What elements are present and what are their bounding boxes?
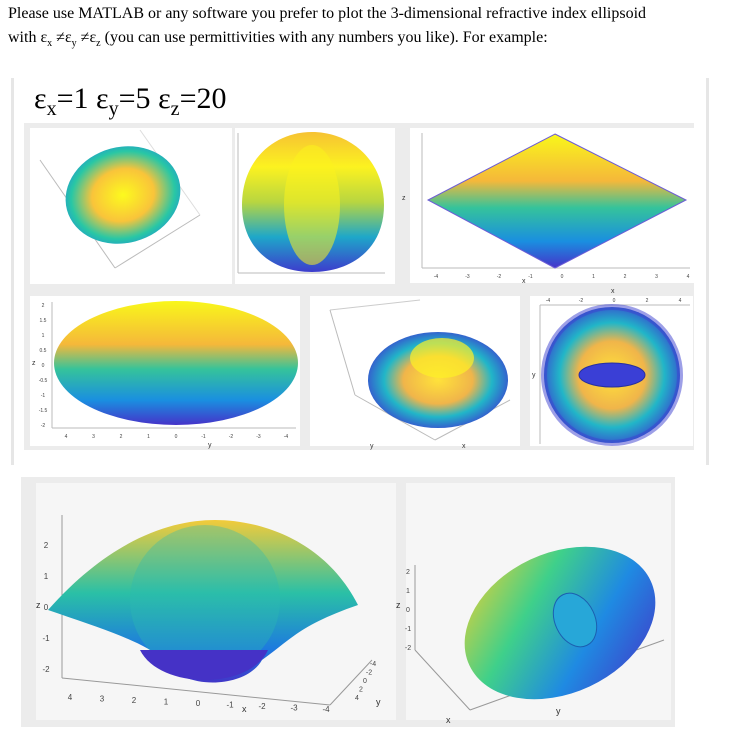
- p7-tick-x-5: -1: [226, 701, 234, 710]
- p4-tick-y-4: 0: [175, 434, 178, 440]
- p4-tick-z-6: -1: [41, 393, 46, 399]
- p4-tick-z-2: 1: [42, 333, 45, 339]
- p8-tick-z-2: 0: [406, 607, 410, 614]
- p6-tick-x-1: -2: [579, 298, 584, 304]
- p8-tick-z-0: 2: [406, 569, 410, 576]
- p4-tick-y-3: 1: [147, 434, 150, 440]
- p4-axis-y: y: [208, 442, 212, 449]
- p6-tick-x-0: -4: [546, 298, 551, 304]
- p3-tick-labels: -4 -3 -2 -1 0 1 2 3 4: [434, 274, 690, 280]
- p4-axis-z: z: [32, 360, 36, 367]
- p8-axis-y: y: [556, 706, 561, 716]
- p3-tick-x-6: 2: [624, 274, 627, 280]
- p4-tick-y-2: 2: [120, 434, 123, 440]
- p7-tick-z-1: 1: [44, 572, 49, 581]
- p6-axis-x: x: [611, 288, 615, 295]
- p6-tick-x-2: 0: [613, 298, 616, 304]
- p7-tick-x-8: -4: [322, 705, 330, 714]
- p3-tick-x-3: -1: [528, 274, 533, 280]
- p3-tick-x-4: 0: [561, 274, 564, 280]
- p7-tick-x-0: 4: [68, 693, 73, 702]
- p3-tick-x-1: -3: [465, 274, 470, 280]
- p7-axis-x: x: [242, 704, 247, 714]
- p6-tick-x-4: 4: [679, 298, 682, 304]
- p4-tick-y-8: -4: [284, 434, 289, 440]
- plot-5-oblique-view: y x: [310, 296, 520, 450]
- p4-tick-z-1: 1.5: [40, 318, 47, 324]
- permittivity-title: εx=1 εy=5 εz=20: [34, 82, 227, 120]
- p3-tick-x-2: -2: [497, 274, 502, 280]
- p5-axis-x: x: [462, 443, 466, 450]
- p7-tick-z-4: -2: [42, 665, 50, 674]
- p7-tick-x-7: -3: [290, 704, 298, 713]
- p5-axis-y: y: [370, 443, 374, 450]
- p3-tick-x-0: -4: [434, 274, 439, 280]
- p4-tick-z-5: -0.5: [39, 378, 48, 384]
- p4-tick-labels: 2 1.5 1 0.5 0 -0.5 -1 -1.5 -2 4 3 2 1 0 -1 -2 -3 -4: [39, 303, 289, 440]
- plot-1-oblique-view: [30, 128, 232, 284]
- question-line-1: Please use MATLAB or any software you pr…: [8, 5, 647, 22]
- p7-tick-y-3: 2: [359, 687, 363, 694]
- p6-tick-x-3: 2: [646, 298, 649, 304]
- p7-tick-x-6: -2: [258, 702, 266, 711]
- p8-tick-z-1: 1: [406, 588, 410, 595]
- p6-axis-y: y: [532, 372, 536, 379]
- p3-axis-z: z: [402, 195, 406, 202]
- p7-tick-y-4: 4: [355, 695, 359, 702]
- p6-tick-labels: -4 -2 0 2 4: [546, 298, 682, 304]
- p4-tick-z-0: 2: [42, 303, 45, 309]
- plot-6-xy-view: x y: [530, 288, 693, 446]
- p8-axis-z: z: [396, 600, 401, 610]
- p7-tick-x-4: 0: [196, 699, 201, 708]
- p3-tick-x-5: 1: [592, 274, 595, 280]
- p7-tick-x-2: 2: [132, 696, 137, 705]
- p8-tick-z-4: -2: [405, 645, 411, 652]
- p7-tick-y-0: -4: [370, 661, 376, 668]
- question-line-2: with εx ≠εy ≠εz (you can use permittivit…: [8, 29, 548, 50]
- p4-tick-y-7: -3: [256, 434, 261, 440]
- p3-axis-x: x: [522, 278, 526, 285]
- p8-tick-labels: 2 1 0 -1 -2: [405, 569, 411, 652]
- plot-8-torus-surface: z x y: [396, 483, 671, 725]
- p4-tick-z-8: -2: [41, 423, 46, 429]
- p4-tick-z-3: 0.5: [40, 348, 47, 354]
- p7-tick-z-2: 0: [44, 603, 49, 612]
- p7-tick-x-3: 1: [164, 698, 169, 707]
- p8-axis-x: x: [446, 715, 451, 725]
- p4-tick-y-0: 4: [65, 434, 68, 440]
- p4-tick-y-6: -2: [229, 434, 234, 440]
- p7-tick-z-0: 2: [44, 541, 49, 550]
- plot-7-hat-surface: z x y: [36, 483, 396, 720]
- p7-tick-y-1: -2: [366, 670, 372, 677]
- plot-2-xz-view: [235, 128, 395, 284]
- question-text: Please use MATLAB or any software you pr…: [8, 2, 733, 56]
- p7-axis-y: y: [376, 697, 381, 707]
- plot-3-diamond-view: z x: [402, 128, 694, 285]
- p8-tick-z-3: -1: [405, 626, 411, 633]
- p7-tick-y-2: 0: [363, 678, 367, 685]
- p7-tick-z-3: -1: [42, 634, 50, 643]
- p3-tick-x-8: 4: [687, 274, 690, 280]
- p7-tick-x-1: 3: [100, 695, 105, 704]
- p3-tick-x-7: 3: [655, 274, 658, 280]
- p4-tick-y-5: -1: [201, 434, 206, 440]
- p4-tick-z-7: -1.5: [39, 408, 48, 414]
- p4-tick-z-4: 0: [42, 363, 45, 369]
- plot-4-yz-view: z y: [30, 296, 300, 449]
- p7-axis-z: z: [36, 600, 41, 610]
- p4-tick-y-1: 3: [92, 434, 95, 440]
